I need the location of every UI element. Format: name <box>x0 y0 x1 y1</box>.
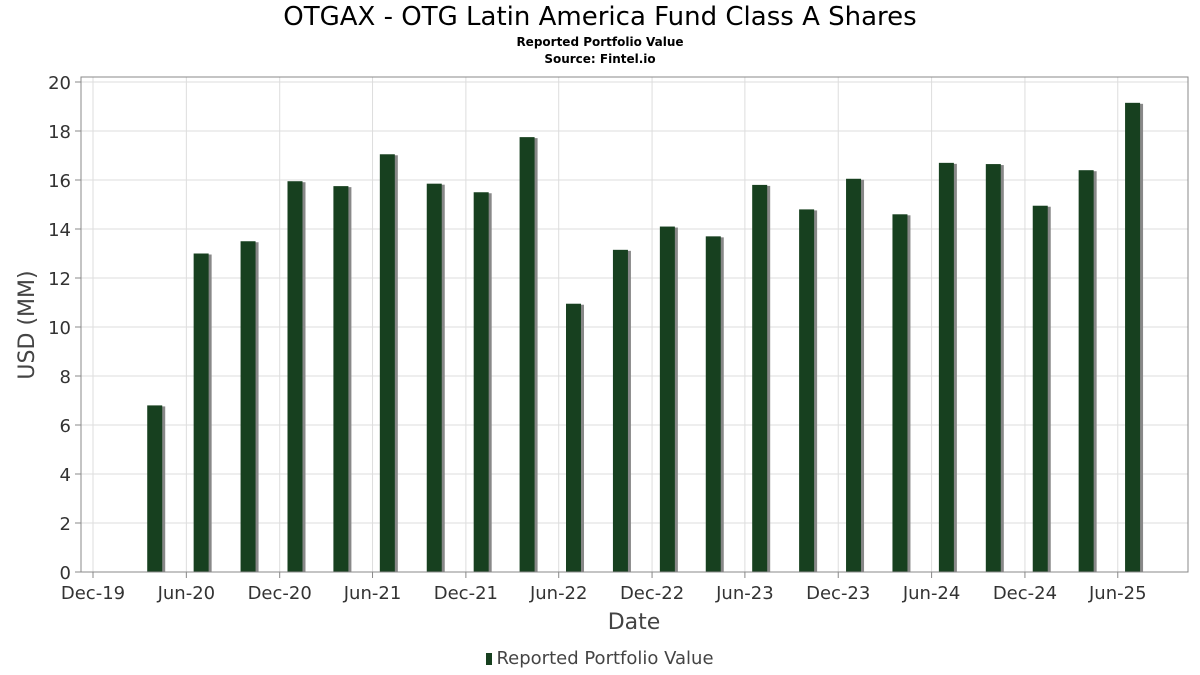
bar <box>985 164 1001 572</box>
legend-label: Reported Portfolio Value <box>496 648 714 669</box>
bar <box>333 186 349 572</box>
x-tick-label: Dec-23 <box>806 583 870 604</box>
bar <box>938 162 954 572</box>
bar <box>473 192 489 572</box>
axes: 0 2 4 6 8 10 12 14 16 18 20 Dec-19 Jun-20 Dec-20 Jun-2… <box>48 73 1189 604</box>
y-tick-label: 18 <box>48 122 71 143</box>
y-tick-label: 4 <box>60 465 71 486</box>
bar <box>147 405 163 572</box>
bars <box>147 102 1144 573</box>
bar <box>752 184 768 572</box>
chart-title: OTGAX - OTG Latin America Fund Class A S… <box>283 2 917 32</box>
y-tick-label: 10 <box>48 318 71 339</box>
bar <box>566 303 582 572</box>
x-tick-label: Jun-21 <box>343 583 402 604</box>
y-tick-label: 20 <box>48 73 71 94</box>
bar <box>519 137 535 572</box>
y-tick-label: 2 <box>60 514 71 535</box>
y-axis-title: USD (MM) <box>15 270 40 379</box>
y-tick-label: 8 <box>60 367 71 388</box>
bar <box>1125 102 1141 572</box>
y-tick-label: 12 <box>48 269 71 290</box>
bar <box>799 209 815 572</box>
y-tick-label: 6 <box>60 416 71 437</box>
x-tick-label: Dec-21 <box>434 583 498 604</box>
legend-swatch <box>486 653 493 665</box>
bar <box>846 178 862 572</box>
x-axis-title: Date <box>608 610 661 635</box>
x-tick-label: Jun-24 <box>902 583 961 604</box>
y-tick-label: 0 <box>60 563 71 584</box>
chart-subtitle: Reported Portfolio Value <box>516 35 684 49</box>
legend: Reported Portfolio Value <box>0 648 1200 669</box>
y-tick-label: 14 <box>48 220 71 241</box>
x-tick-label: Jun-20 <box>157 583 216 604</box>
x-tick-label: Jun-23 <box>715 583 774 604</box>
bar <box>1078 170 1094 572</box>
bar <box>379 154 395 572</box>
x-tick-label: Dec-20 <box>248 583 312 604</box>
bar <box>426 183 442 573</box>
x-tick-label: Dec-22 <box>620 583 684 604</box>
bar <box>612 249 628 572</box>
bar <box>1032 205 1048 572</box>
y-tick-label: 16 <box>48 171 71 192</box>
x-tick-label: Dec-19 <box>61 583 125 604</box>
plot-frame <box>80 76 1189 573</box>
bar <box>287 181 303 572</box>
bar <box>892 214 908 573</box>
x-tick-label: Jun-22 <box>529 583 588 604</box>
bar <box>659 226 675 573</box>
bar-chart: 0 2 4 6 8 10 12 14 16 18 20 Dec-19 Jun-20 Dec-20 Jun-2… <box>15 73 1189 635</box>
bar <box>193 253 209 572</box>
x-tick-label: Dec-24 <box>993 583 1057 604</box>
chart-source: Source: Fintel.io <box>544 52 656 66</box>
bar <box>240 241 256 572</box>
bar <box>705 236 721 572</box>
x-tick-label: Jun-25 <box>1088 583 1147 604</box>
